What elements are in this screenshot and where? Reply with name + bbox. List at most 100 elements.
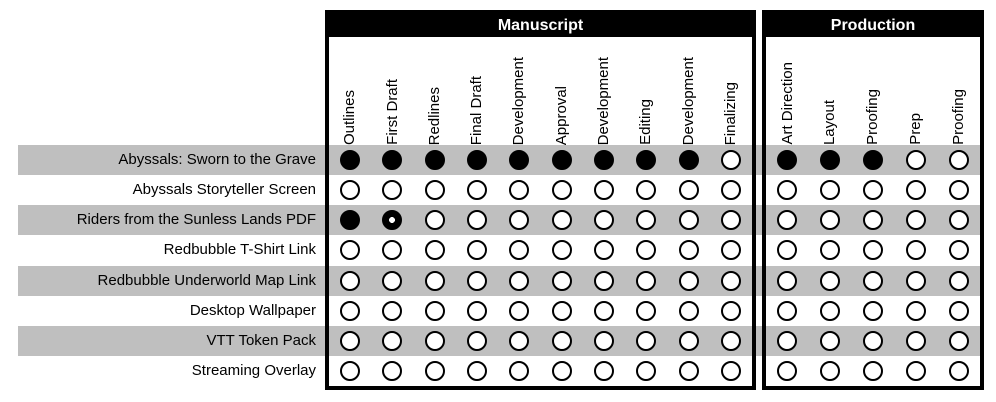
column-header-label: Final Draft <box>468 75 486 145</box>
status-cell <box>809 205 852 235</box>
status-cell <box>371 145 413 175</box>
status-cell <box>852 145 895 175</box>
status-cell <box>710 296 752 326</box>
status-cell <box>540 145 582 175</box>
status-circle-empty <box>820 360 841 381</box>
column-header: Finalizing <box>710 37 752 145</box>
status-circle-empty <box>593 240 614 261</box>
status-cell <box>937 235 980 265</box>
column-header-label: Editing <box>637 99 655 145</box>
column-header: Proofing <box>937 37 980 145</box>
column-header-label: Development <box>510 56 528 145</box>
status-cell <box>329 266 371 296</box>
row-label: Redbubble Underworld Map Link <box>97 271 316 289</box>
status-circle-empty <box>777 180 798 201</box>
status-circle-empty <box>467 180 488 201</box>
status-circle-empty <box>720 270 741 291</box>
status-cell <box>809 296 852 326</box>
status-circle-empty <box>467 240 488 261</box>
table-row <box>329 235 752 265</box>
status-cell <box>414 266 456 296</box>
status-circle-empty <box>820 270 841 291</box>
status-cell <box>710 326 752 356</box>
status-cell <box>625 356 667 386</box>
status-circle-empty <box>862 330 883 351</box>
status-circle-empty <box>905 300 926 321</box>
status-cell <box>937 326 980 356</box>
status-circle-empty <box>424 270 445 291</box>
status-circle-filled <box>424 150 445 171</box>
status-circle-empty <box>382 240 403 261</box>
status-circle-empty <box>777 270 798 291</box>
status-circle-empty <box>636 330 657 351</box>
status-circle-empty <box>467 330 488 351</box>
status-circle-empty <box>467 210 488 231</box>
status-circle-filled <box>820 150 841 171</box>
status-cell <box>894 296 937 326</box>
status-cell <box>667 356 709 386</box>
status-circle-empty <box>678 270 699 291</box>
status-cell <box>766 235 809 265</box>
status-cell <box>540 296 582 326</box>
status-cell <box>937 266 980 296</box>
status-cell <box>625 326 667 356</box>
status-cell <box>498 326 540 356</box>
status-cell <box>329 205 371 235</box>
status-cell <box>894 145 937 175</box>
status-cell <box>625 205 667 235</box>
status-circle-empty <box>551 210 572 231</box>
column-header-label: Prep <box>906 113 924 145</box>
status-cell <box>667 205 709 235</box>
status-circle-empty <box>905 210 926 231</box>
status-circle-empty <box>424 360 445 381</box>
status-cell <box>625 235 667 265</box>
status-circle-empty <box>509 210 530 231</box>
status-circle-empty <box>467 360 488 381</box>
status-circle-empty <box>862 180 883 201</box>
status-circle-empty <box>777 300 798 321</box>
table-row <box>329 326 752 356</box>
row-label: Desktop Wallpaper <box>189 301 316 319</box>
row-label: Abyssals: Sworn to the Grave <box>118 151 316 168</box>
status-circle-empty <box>382 270 403 291</box>
status-circle-empty <box>551 240 572 261</box>
column-header: Redlines <box>414 37 456 145</box>
status-cell <box>414 205 456 235</box>
status-circle-empty <box>720 240 741 261</box>
status-cell <box>809 266 852 296</box>
status-cell <box>456 296 498 326</box>
status-cell <box>809 145 852 175</box>
status-cell <box>540 326 582 356</box>
status-circle-empty <box>777 210 798 231</box>
status-circle-empty <box>551 180 572 201</box>
status-cell <box>456 356 498 386</box>
status-circle-empty <box>636 180 657 201</box>
status-cell <box>583 326 625 356</box>
table-row <box>329 266 752 296</box>
status-cell <box>371 296 413 326</box>
status-circle-empty <box>820 330 841 351</box>
table-row <box>766 145 980 175</box>
status-cell <box>852 235 895 265</box>
status-circle-empty <box>720 360 741 381</box>
status-cell <box>894 175 937 205</box>
status-cell <box>937 356 980 386</box>
status-circle-empty <box>678 330 699 351</box>
status-cell <box>710 145 752 175</box>
status-circle-empty <box>905 150 926 171</box>
status-circle-empty <box>509 270 530 291</box>
status-cell <box>852 205 895 235</box>
status-circle-empty <box>424 180 445 201</box>
status-cell <box>583 356 625 386</box>
table-row <box>329 145 752 175</box>
status-circle-filled <box>340 150 361 171</box>
status-circle-empty <box>678 180 699 201</box>
table-row <box>329 175 752 205</box>
status-cell <box>498 266 540 296</box>
status-circle-empty <box>720 330 741 351</box>
status-cell <box>498 175 540 205</box>
status-circle-empty <box>593 330 614 351</box>
column-header: Development <box>667 37 709 145</box>
status-circle-empty <box>551 330 572 351</box>
